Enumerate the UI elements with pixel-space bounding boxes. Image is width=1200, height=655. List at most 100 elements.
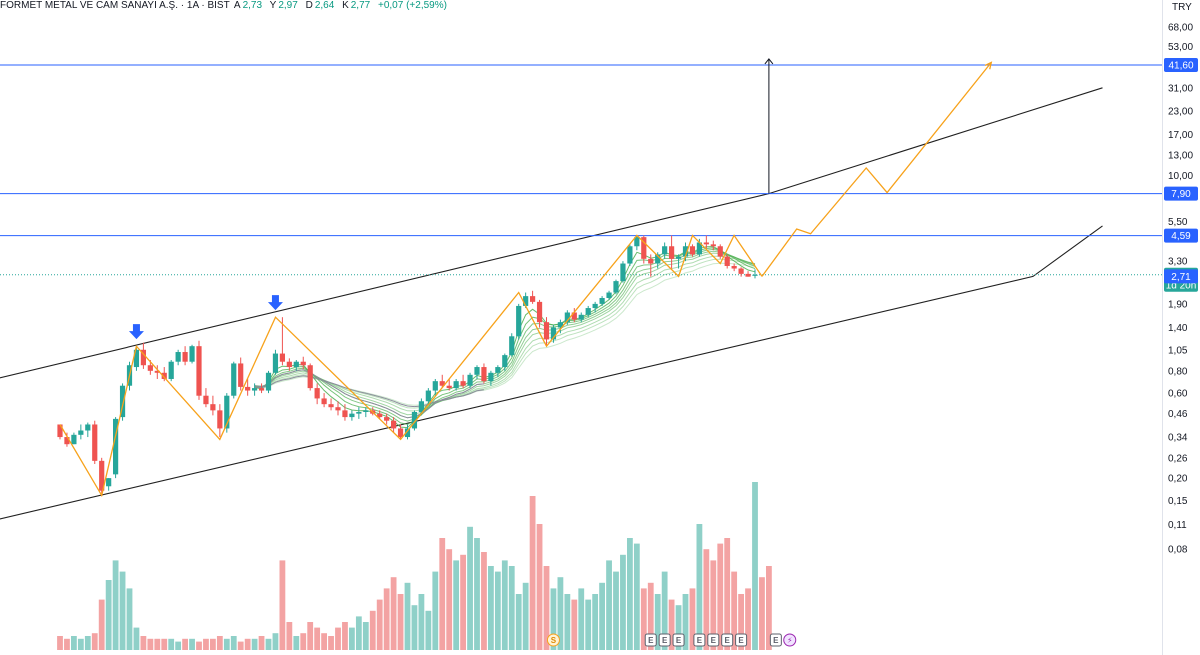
candle-body [620, 263, 626, 282]
ma-gray-line [254, 369, 484, 419]
volume-bar [314, 627, 321, 650]
volume-bar [237, 641, 244, 650]
candle-body [391, 420, 397, 429]
candle-body [140, 349, 146, 366]
y-tick-label: 0,15 [1168, 496, 1188, 507]
volume-bar [411, 605, 418, 650]
low-value: 2,64 [314, 0, 335, 11]
volume-bar [557, 577, 564, 650]
volume-bar [210, 638, 216, 650]
volume-bar [369, 610, 376, 650]
volume-bar [627, 538, 633, 650]
y-tick-label: 1,40 [1168, 323, 1188, 334]
volume-bar [759, 577, 765, 650]
candle-body [592, 303, 598, 309]
volume-bar [342, 622, 348, 650]
earnings-event-label: E [676, 636, 682, 645]
volume-bar [397, 594, 404, 650]
volume-bar [307, 622, 314, 650]
volume-bar [599, 582, 605, 650]
candle-body [196, 346, 202, 396]
volume-bar [536, 524, 543, 650]
candle-body [703, 242, 709, 245]
volume-bar [223, 638, 230, 650]
volume-bar [460, 554, 466, 650]
candle-body [682, 246, 689, 257]
price-tag [1164, 269, 1198, 284]
currency-label[interactable]: TRY [1172, 2, 1192, 13]
candle-body [634, 237, 640, 247]
candle-body [85, 424, 91, 431]
y-tick-label: 23,00 [1168, 106, 1193, 117]
y-tick-label: 1,05 [1168, 345, 1188, 356]
volume-bar [508, 566, 515, 650]
volume-bar [328, 636, 334, 650]
open-value: 2,73 [242, 0, 263, 11]
price-tag [1164, 58, 1198, 72]
symbol-name[interactable]: FORMET METAL VE CAM SANAYİ A.Ş. · 1A · B… [0, 0, 230, 11]
candle-body [252, 388, 258, 391]
volume-bar [383, 588, 390, 650]
volume-bar [300, 633, 307, 650]
volume-bar [265, 638, 272, 650]
candle-body [272, 353, 279, 373]
volume-bar [682, 594, 689, 650]
candle-body [655, 254, 661, 264]
candle-body [182, 352, 188, 362]
earnings-event-label: E [773, 636, 779, 645]
volume-bar [168, 638, 175, 650]
down-arrow-icon [128, 324, 144, 340]
candle-body [328, 404, 334, 408]
candle-body [453, 381, 459, 389]
y-tick-label: 10,00 [1168, 171, 1193, 182]
candle-body [133, 349, 140, 368]
volume-bar [404, 582, 411, 650]
volume-bar [703, 549, 710, 650]
y-tick-label: 0,11 [1168, 520, 1187, 531]
volume-bar [668, 599, 675, 650]
candle-body [460, 381, 466, 386]
y-tick-label: 17,00 [1168, 130, 1193, 141]
high-label: Y [269, 0, 277, 11]
candle-body [265, 372, 272, 391]
volume-bar [425, 610, 432, 650]
earnings-event-icon [693, 633, 706, 647]
volume-bar [203, 638, 209, 650]
candle-body [675, 256, 682, 259]
candle-body [203, 395, 209, 405]
candle-body [745, 273, 751, 277]
candle-body [662, 246, 668, 255]
volume-bar [738, 594, 744, 650]
volume-bar [355, 616, 362, 650]
volume-bar [279, 560, 286, 650]
volume-bar [335, 627, 341, 650]
earnings-event-label: E [738, 636, 744, 645]
volume-bar [147, 638, 154, 650]
volume-bar [112, 560, 119, 650]
candle-body [57, 424, 63, 438]
earnings-event-icon [658, 633, 671, 647]
candle-body [689, 246, 696, 255]
volume-bar [766, 566, 772, 650]
candle-body [717, 246, 723, 257]
volume-bar [126, 588, 133, 650]
zigzag-line [59, 234, 763, 498]
volume-bar [216, 636, 223, 650]
volume-bar [710, 560, 717, 650]
candle-body [384, 417, 390, 421]
volume-bar [522, 582, 529, 650]
flash-event-label: ⚡ [787, 636, 793, 645]
candle-body [168, 361, 174, 379]
volume-bar [654, 594, 661, 650]
price-tag [1164, 186, 1198, 201]
y-tick-label: 0,26 [1168, 453, 1188, 464]
volume-bar [446, 549, 453, 650]
candle-body [113, 418, 119, 475]
volume-bar [543, 566, 550, 650]
volume-bar [606, 560, 612, 650]
ma-ribbon-line [254, 258, 756, 409]
y-tick-label: 0,08 [1168, 545, 1188, 556]
candle-body [377, 413, 383, 418]
